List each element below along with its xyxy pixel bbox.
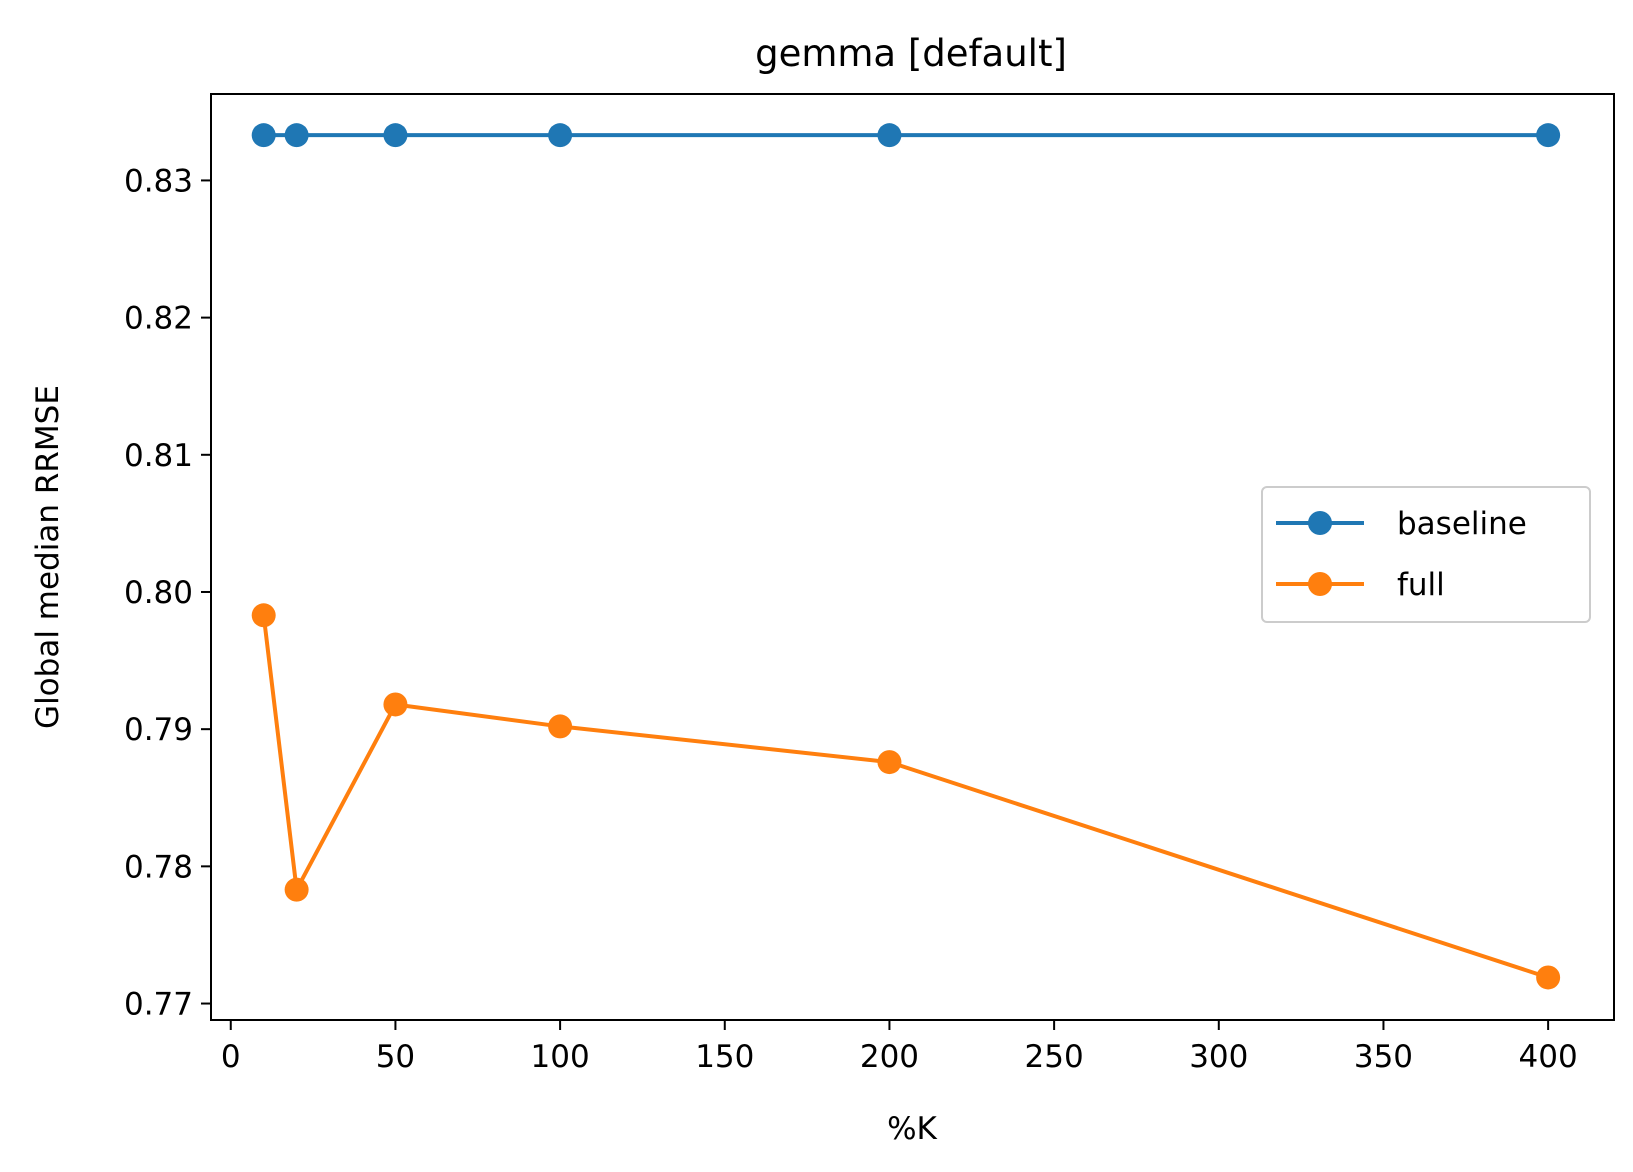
y-tick-label: 0.78: [124, 849, 193, 885]
data-point-full: [284, 877, 309, 902]
data-point-baseline: [1536, 123, 1561, 148]
x-tick-label: 250: [1025, 1039, 1084, 1075]
legend-label-baseline: baseline: [1397, 506, 1527, 542]
x-tick-label: 350: [1354, 1039, 1413, 1075]
data-point-baseline: [383, 123, 408, 148]
legend-marker-full: [1308, 572, 1332, 596]
y-tick-label: 0.82: [124, 301, 193, 337]
plot-frame: [210, 93, 1615, 1021]
plot-marks: [251, 123, 1561, 990]
chart-title: gemma [default]: [755, 32, 1067, 75]
y-tick-label: 0.83: [124, 163, 193, 199]
data-point-full: [251, 603, 276, 628]
data-point-full: [877, 750, 902, 775]
x-tick-label: 300: [1189, 1039, 1248, 1075]
data-point-baseline: [251, 123, 276, 148]
x-tick-label: 0: [221, 1039, 241, 1075]
y-axis: 0.77 0.78 0.79 0.80 0.81 0.82 0.83: [124, 163, 211, 1023]
data-point-full: [383, 692, 408, 717]
x-tick-label: 100: [531, 1039, 590, 1075]
x-axis-label: %K: [887, 1111, 937, 1147]
y-axis-label: Global median RRMSE: [30, 385, 66, 729]
data-point-full: [1536, 965, 1561, 990]
x-axis: 0 50 100 150 200 250 300 350 400: [221, 1020, 1578, 1075]
data-point-full: [548, 714, 573, 739]
x-tick-label: 50: [376, 1039, 415, 1075]
y-tick-label: 0.77: [124, 987, 193, 1023]
data-point-baseline: [284, 123, 309, 148]
legend-label-full: full: [1397, 567, 1445, 603]
data-point-baseline: [877, 123, 902, 148]
legend-marker-baseline: [1308, 511, 1332, 535]
legend-frame: [1261, 486, 1591, 623]
legend: baseline full: [1261, 486, 1591, 623]
x-tick-label: 400: [1519, 1039, 1578, 1075]
series-line-full: [261, 615, 1549, 980]
y-tick-label: 0.81: [124, 438, 193, 474]
data-point-baseline: [548, 123, 573, 148]
x-tick-label: 200: [860, 1039, 919, 1075]
x-tick-label: 150: [695, 1039, 754, 1075]
y-tick-label: 0.80: [124, 575, 193, 611]
y-tick-label: 0.79: [124, 712, 193, 748]
